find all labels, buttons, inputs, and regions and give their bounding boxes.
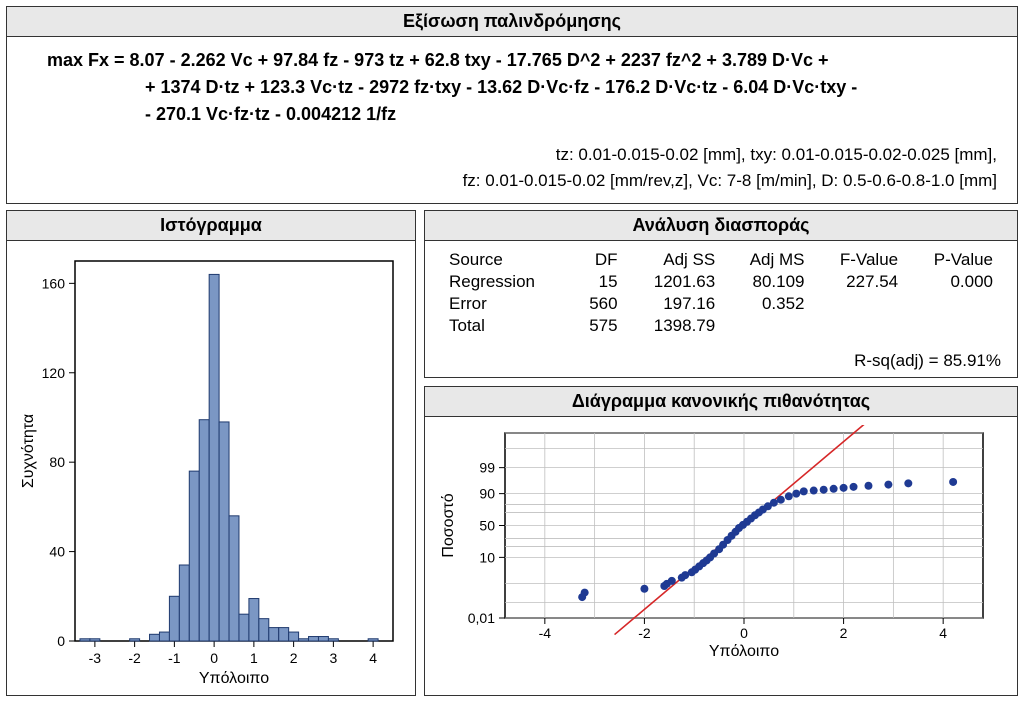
svg-text:2: 2 <box>840 625 848 641</box>
svg-text:0,01: 0,01 <box>468 610 495 626</box>
svg-text:4: 4 <box>939 625 947 641</box>
qqplot-title: Διάγραμμα κανονικής πιθανότητας <box>425 387 1017 417</box>
svg-text:Υπόλοιπο: Υπόλοιπο <box>709 643 779 660</box>
svg-text:-2: -2 <box>128 650 141 666</box>
svg-text:Συχνότητα: Συχνότητα <box>20 414 37 488</box>
anova-title: Ανάλυση διασποράς <box>425 211 1017 241</box>
svg-text:-4: -4 <box>539 625 552 641</box>
equation-line: - 270.1 Vc·fz·tz - 0.004212 1/fz <box>47 101 997 128</box>
svg-text:2: 2 <box>290 650 298 666</box>
svg-text:90: 90 <box>479 486 495 502</box>
svg-text:3: 3 <box>329 650 337 666</box>
anova-panel: Ανάλυση διασποράς SourceDFAdj SSAdj MSF-… <box>424 210 1018 378</box>
svg-text:40: 40 <box>49 544 65 560</box>
histogram-title: Ιστόγραμμα <box>7 211 415 241</box>
svg-text:-3: -3 <box>89 650 102 666</box>
regression-equation-panel: Εξίσωση παλινδρόμησης max Fx = 8.07 - 2.… <box>6 6 1018 204</box>
svg-text:Ποσοστό: Ποσοστό <box>440 493 457 557</box>
equation-line: max Fx = 8.07 - 2.262 Vc + 97.84 fz - 97… <box>47 47 997 74</box>
svg-text:Υπόλοιπο: Υπόλοιπο <box>199 670 269 687</box>
svg-text:1: 1 <box>250 650 258 666</box>
svg-text:-2: -2 <box>638 625 651 641</box>
svg-text:-1: -1 <box>168 650 181 666</box>
histogram-panel: Ιστόγραμμα 0 40 80 120 160 -3 -2 -1 0 1 2 3 4 Υπόλοιπ… <box>6 210 416 696</box>
svg-text:99: 99 <box>479 460 495 476</box>
equation-line: + 1374 D·tz + 123.3 Vc·tz - 2972 fz·txy … <box>47 74 997 101</box>
svg-text:0: 0 <box>57 633 65 649</box>
parameter-ranges: tz: 0.01-0.015-0.02 [mm], txy: 0.01-0.01… <box>27 142 997 193</box>
equation-title: Εξίσωση παλινδρόμησης <box>7 7 1017 37</box>
svg-text:160: 160 <box>42 275 66 291</box>
ranges-line: fz: 0.01-0.015-0.02 [mm/rev,z], Vc: 7-8 … <box>27 168 997 194</box>
svg-text:50: 50 <box>479 518 495 534</box>
svg-text:4: 4 <box>369 650 377 666</box>
svg-text:80: 80 <box>49 454 65 470</box>
svg-text:0: 0 <box>210 650 218 666</box>
histogram-chart: 0 40 80 120 160 -3 -2 -1 0 1 2 3 4 Υπόλοιπο Συχνότητα <box>17 249 405 689</box>
svg-text:10: 10 <box>479 549 495 565</box>
ranges-line: tz: 0.01-0.015-0.02 [mm], txy: 0.01-0.01… <box>27 142 997 168</box>
qqplot-chart: -4 -2 0 2 4 0,01 10 50 90 99 Υπόλοιπο Ποσοστό <box>435 425 995 660</box>
anova-table: SourceDFAdj SSAdj MSF-ValueP-ValueRegres… <box>425 241 1017 345</box>
svg-text:0: 0 <box>740 625 748 641</box>
r-squared: R-sq(adj) = 85.91% <box>425 345 1017 377</box>
equation-text: max Fx = 8.07 - 2.262 Vc + 97.84 fz - 97… <box>27 47 997 128</box>
svg-text:120: 120 <box>42 365 66 381</box>
qqplot-panel: Διάγραμμα κανονικής πιθανότητας -4 -2 0 2 4 0… <box>424 386 1018 696</box>
